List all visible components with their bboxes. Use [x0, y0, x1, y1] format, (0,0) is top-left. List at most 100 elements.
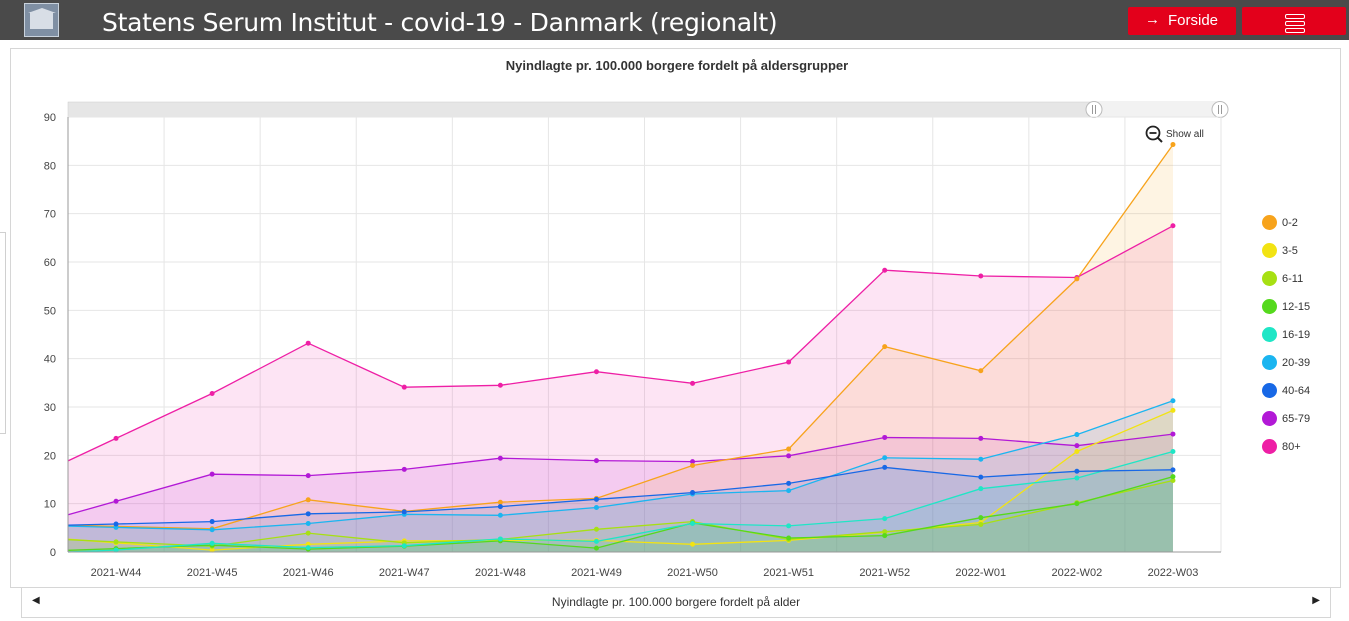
- previous-arrow-icon[interactable]: ◀: [32, 595, 40, 606]
- point-80+-2021-W50[interactable]: [690, 380, 696, 386]
- point-6-11-2021-W52[interactable]: [882, 529, 888, 535]
- point-12-15-2022-W03[interactable]: [1170, 474, 1176, 480]
- point-3-5-2022-W02[interactable]: [1074, 448, 1080, 454]
- point-40-64-2021-W52[interactable]: [882, 464, 888, 470]
- range-slider[interactable]: [67, 101, 1229, 118]
- point-6-11-2021-W46[interactable]: [305, 530, 311, 536]
- point-80+-2022-W01[interactable]: [978, 273, 984, 279]
- point-40-64-2021-W48[interactable]: [497, 504, 503, 510]
- point-12-15-2022-W01[interactable]: [978, 515, 984, 521]
- point-16-19-2022-W01[interactable]: [978, 486, 984, 492]
- point-20-39-2021-W46[interactable]: [305, 520, 311, 526]
- point-80+-2021-W51[interactable]: [786, 359, 792, 365]
- point-65-79-2022-W02[interactable]: [1074, 443, 1080, 449]
- point-20-39-2022-W01[interactable]: [978, 456, 984, 462]
- point-20-39-2021-W45[interactable]: [209, 527, 215, 533]
- point-12-15-2021-W49[interactable]: [593, 545, 599, 551]
- point-40-64-2021-W50[interactable]: [690, 490, 696, 496]
- point-40-64-2021-W46[interactable]: [305, 511, 311, 517]
- point-20-39-2021-W51[interactable]: [786, 488, 792, 494]
- range-handle-left[interactable]: [1085, 101, 1103, 118]
- point-65-79-2021-W51[interactable]: [786, 453, 792, 459]
- point-16-19-2021-W47[interactable]: [401, 543, 407, 549]
- legend-item-80+[interactable]: 80+: [1262, 438, 1332, 466]
- point-40-64-2022-W03[interactable]: [1170, 467, 1176, 473]
- point-12-15-2021-W52[interactable]: [882, 533, 888, 539]
- point-65-79-2021-W50[interactable]: [690, 459, 696, 465]
- menu-button[interactable]: [1242, 7, 1346, 35]
- point-80+-2022-W03[interactable]: [1170, 223, 1176, 229]
- legend-item-16-19[interactable]: 16-19: [1262, 326, 1332, 354]
- point-16-19-2021-W48[interactable]: [497, 536, 503, 542]
- legend-item-3-5[interactable]: 3-5: [1262, 242, 1332, 270]
- point-20-39-2022-W02[interactable]: [1074, 432, 1080, 438]
- point-6-11-2021-W49[interactable]: [593, 526, 599, 532]
- point-0-2-2021-W51[interactable]: [786, 446, 792, 452]
- point-20-39-2021-W52[interactable]: [882, 455, 888, 461]
- point-16-19-2021-W49[interactable]: [593, 538, 599, 544]
- point-20-39-2021-W49[interactable]: [593, 505, 599, 511]
- legend-item-40-64[interactable]: 40-64: [1262, 382, 1332, 410]
- point-12-15-2022-W02[interactable]: [1074, 501, 1080, 507]
- point-40-64-2021-W45[interactable]: [209, 519, 215, 525]
- point-0-2-2022-W01[interactable]: [978, 368, 984, 374]
- point-0-2-2021-W46[interactable]: [305, 497, 311, 503]
- point-65-79-2021-W49[interactable]: [593, 458, 599, 464]
- point-3-5-2021-W45[interactable]: [209, 547, 215, 553]
- point-65-79-2021-W46[interactable]: [305, 473, 311, 479]
- point-80+-2021-W52[interactable]: [882, 267, 888, 273]
- x-tick-label: 2021-W47: [379, 567, 430, 579]
- point-40-64-2022-W01[interactable]: [978, 474, 984, 480]
- legend-item-65-79[interactable]: 65-79: [1262, 410, 1332, 438]
- point-80+-2021-W47[interactable]: [401, 384, 407, 390]
- point-80+-2021-W49[interactable]: [593, 369, 599, 375]
- point-3-5-2021-W50[interactable]: [690, 541, 696, 547]
- point-0-2-2022-W03[interactable]: [1170, 142, 1176, 148]
- legend-item-6-11[interactable]: 6-11: [1262, 270, 1332, 298]
- building-logo-icon[interactable]: [24, 3, 59, 37]
- point-65-79-2021-W52[interactable]: [882, 434, 888, 440]
- point-20-39-2021-W48[interactable]: [497, 512, 503, 518]
- point-80+-2021-W48[interactable]: [497, 382, 503, 388]
- point-16-19-2022-W03[interactable]: [1170, 448, 1176, 454]
- point-16-19-2021-W50[interactable]: [690, 520, 696, 526]
- point-40-64-2021-W44[interactable]: [113, 521, 119, 527]
- legend-item-20-39[interactable]: 20-39: [1262, 354, 1332, 382]
- point-0-2-2022-W02[interactable]: [1074, 276, 1080, 282]
- range-handle-right[interactable]: [1211, 101, 1229, 118]
- side-panel-handle[interactable]: [0, 232, 6, 434]
- point-0-2-2021-W50[interactable]: [690, 462, 696, 468]
- point-16-19-2021-W44[interactable]: [113, 547, 119, 553]
- point-40-64-2022-W02[interactable]: [1074, 468, 1080, 474]
- point-6-11-2022-W03[interactable]: [1170, 477, 1176, 483]
- point-65-79-2022-W03[interactable]: [1170, 431, 1176, 437]
- point-0-2-2021-W52[interactable]: [882, 344, 888, 350]
- point-65-79-2022-W01[interactable]: [978, 435, 984, 441]
- point-80+-2021-W44[interactable]: [113, 435, 119, 441]
- point-80+-2021-W46[interactable]: [305, 340, 311, 346]
- point-16-19-2021-W45[interactable]: [209, 540, 215, 546]
- show-all-button[interactable]: Show all: [1145, 125, 1204, 143]
- point-16-19-2021-W52[interactable]: [882, 516, 888, 522]
- point-0-2-2021-W48[interactable]: [497, 499, 503, 505]
- legend-item-0-2[interactable]: 0-2: [1262, 214, 1332, 242]
- point-40-64-2021-W47[interactable]: [401, 509, 407, 515]
- point-65-79-2021-W45[interactable]: [209, 471, 215, 477]
- point-6-11-2022-W01[interactable]: [978, 521, 984, 527]
- point-6-11-2021-W44[interactable]: [113, 539, 119, 545]
- point-80+-2021-W45[interactable]: [209, 390, 215, 396]
- point-12-15-2021-W51[interactable]: [786, 535, 792, 541]
- point-20-39-2022-W03[interactable]: [1170, 398, 1176, 404]
- point-65-79-2021-W48[interactable]: [497, 455, 503, 461]
- point-40-64-2021-W51[interactable]: [786, 480, 792, 486]
- point-16-19-2022-W02[interactable]: [1074, 475, 1080, 481]
- forside-button[interactable]: → Forside: [1128, 7, 1236, 35]
- point-3-5-2022-W03[interactable]: [1170, 407, 1176, 413]
- point-65-79-2021-W47[interactable]: [401, 466, 407, 472]
- point-40-64-2021-W49[interactable]: [593, 496, 599, 502]
- point-16-19-2021-W51[interactable]: [786, 523, 792, 529]
- point-65-79-2021-W44[interactable]: [113, 498, 119, 504]
- legend-item-12-15[interactable]: 12-15: [1262, 298, 1332, 326]
- next-arrow-icon[interactable]: ▶: [1312, 595, 1320, 606]
- point-16-19-2021-W46[interactable]: [305, 545, 311, 551]
